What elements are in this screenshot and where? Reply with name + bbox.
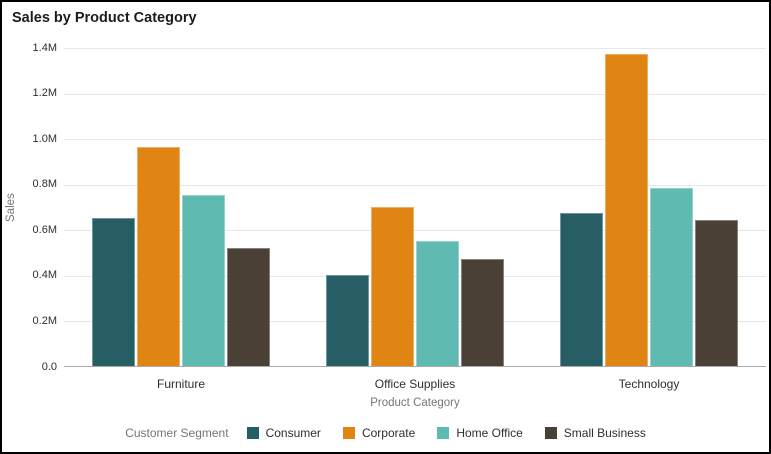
y-tick-label: 0.6M bbox=[32, 223, 57, 236]
gridline bbox=[64, 48, 766, 49]
legend-swatch-icon bbox=[437, 427, 450, 439]
bar-corporate-technology[interactable] bbox=[605, 53, 648, 366]
x-axis-line bbox=[64, 366, 766, 367]
chart-title: Sales by Product Category bbox=[12, 10, 197, 26]
legend-item-consumer[interactable]: Consumer bbox=[246, 426, 321, 440]
bar-home-office-technology[interactable] bbox=[650, 188, 693, 366]
bar-small-business-technology[interactable] bbox=[695, 220, 738, 366]
legend-item-small-business[interactable]: Small Business bbox=[544, 426, 646, 440]
legend-items: Consumer Corporate Home Office Small Busine… bbox=[246, 426, 646, 440]
y-tick-label: 0.8M bbox=[32, 178, 57, 191]
legend-label: Consumer bbox=[265, 426, 321, 440]
gridline bbox=[64, 321, 766, 323]
gridline bbox=[64, 139, 766, 141]
gridline bbox=[64, 184, 766, 186]
legend-label: Small Business bbox=[563, 426, 646, 440]
legend-label: Corporate bbox=[361, 426, 416, 440]
legend-title: Customer Segment bbox=[125, 426, 229, 440]
y-tick-label: 0.0 bbox=[41, 360, 57, 373]
category-label: Technology bbox=[618, 377, 680, 391]
x-axis-title: Product Category bbox=[370, 397, 460, 409]
y-tick-label: 1.0M bbox=[32, 132, 57, 145]
y-tick-label: 1.4M bbox=[32, 41, 57, 54]
bar-home-office-office-supplies[interactable] bbox=[416, 240, 459, 366]
y-tick-label: 0.4M bbox=[32, 269, 57, 282]
bar-corporate-furniture[interactable] bbox=[137, 147, 180, 366]
legend-item-home-office[interactable]: Home Office bbox=[437, 426, 523, 440]
legend: Customer Segment Consumer Corporate Home O… bbox=[2, 426, 769, 440]
bar-consumer-technology[interactable] bbox=[560, 213, 603, 366]
legend-swatch-icon bbox=[544, 427, 557, 439]
gridline bbox=[64, 93, 766, 95]
bar-consumer-office-supplies[interactable] bbox=[326, 274, 369, 366]
legend-swatch-icon bbox=[246, 427, 259, 439]
bar-consumer-furniture[interactable] bbox=[92, 217, 135, 366]
plot-area bbox=[64, 48, 766, 367]
legend-swatch-icon bbox=[342, 427, 355, 439]
y-tick-label: 1.2M bbox=[32, 87, 57, 100]
category-label: Furniture bbox=[156, 377, 206, 391]
bar-small-business-furniture[interactable] bbox=[227, 247, 270, 366]
category-label: Office Supplies bbox=[374, 377, 456, 391]
bar-small-business-office-supplies[interactable] bbox=[461, 258, 504, 366]
y-tick-label: 0.2M bbox=[32, 314, 57, 327]
gridline bbox=[64, 230, 766, 232]
legend-label: Home Office bbox=[456, 426, 523, 440]
gridline bbox=[64, 275, 766, 277]
bar-corporate-office-supplies[interactable] bbox=[371, 206, 414, 366]
bar-home-office-furniture[interactable] bbox=[182, 195, 225, 366]
legend-item-corporate[interactable]: Corporate bbox=[342, 426, 416, 440]
